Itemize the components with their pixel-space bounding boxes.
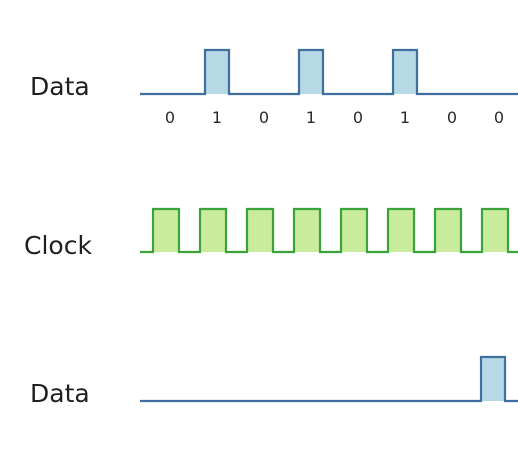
bit-label: 0 [259, 108, 269, 127]
clock-pulse-fill [435, 209, 461, 252]
clock-pulse-fill [294, 209, 320, 252]
clock-signal-line [140, 207, 518, 254]
data-row-label-top: Data [30, 72, 90, 101]
clock-waveform [140, 207, 518, 254]
bit-label: 1 [212, 108, 222, 127]
bit-label: 0 [165, 108, 175, 127]
clock-pulse-fill [153, 209, 179, 252]
clock-pulse-fill [247, 209, 273, 252]
data-pulse-fill [299, 50, 323, 94]
clock-pulse-fill [388, 209, 414, 252]
data-row-label-bottom: Data [30, 379, 90, 408]
clock-pulse-fill [200, 209, 226, 252]
bit-label: 1 [400, 108, 410, 127]
bit-label: 0 [494, 108, 504, 127]
data-pulse-fill [481, 357, 505, 401]
clock-pulse-fill [482, 209, 508, 252]
data-waveform-bottom [140, 355, 518, 403]
data-pulse-fill [393, 50, 417, 94]
data-signal-line [140, 355, 518, 403]
bit-label: 0 [447, 108, 457, 127]
data-waveform-top [140, 48, 518, 96]
data-pulse-fill [205, 50, 229, 94]
clock-pulse-fill [341, 209, 367, 252]
bit-labels: 0 1 0 1 0 1 0 0 [165, 108, 504, 127]
data-signal-line [140, 48, 518, 96]
bit-label: 0 [353, 108, 363, 127]
bit-label: 1 [306, 108, 316, 127]
clock-row-label: Clock [24, 231, 92, 260]
